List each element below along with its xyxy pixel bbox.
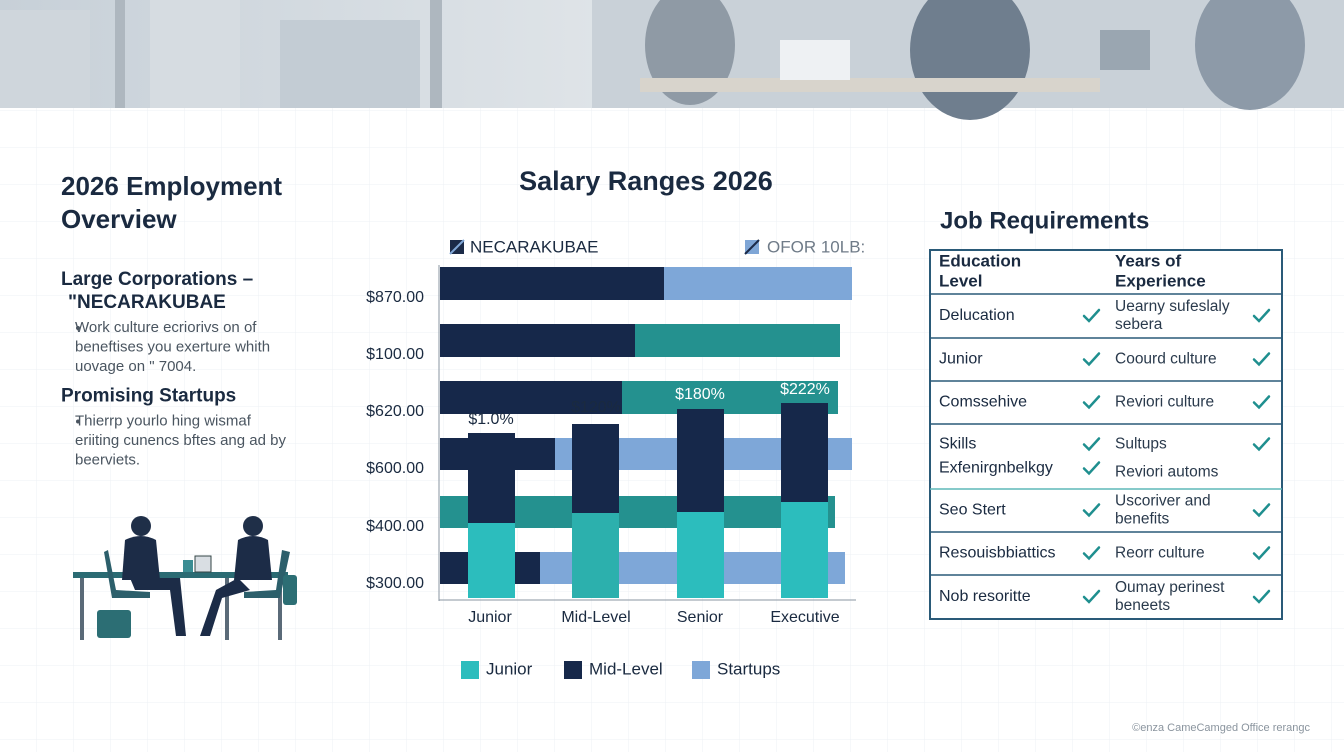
check-icon (1252, 395, 1271, 410)
check-icon (1252, 352, 1271, 367)
illustration (73, 516, 297, 640)
axis-label: $400.00 (366, 518, 424, 535)
axis-label: $100.00 (366, 346, 424, 363)
bullet-text: beneftises you exerture whith (75, 338, 270, 355)
vertical-bars (468, 403, 828, 598)
check-icon (1082, 503, 1101, 518)
bullet-text: Thierrp yourlo hing wismaf (75, 412, 252, 429)
chart-labels: $870.00 $100.00 $620.00 $600.00 $400.00 $300.… (366, 289, 840, 679)
bar-label: $180% (675, 386, 725, 403)
table-cell: Junior (939, 351, 983, 368)
table-cell: Comssehive (939, 394, 1027, 411)
bullet (76, 326, 80, 330)
table-header: Experience (1115, 271, 1206, 290)
bullet-text: uovage on " 7004. (75, 358, 196, 375)
table-cell: Reorr culture (1115, 545, 1205, 562)
table-header: Education (939, 251, 1021, 270)
check-icon (1252, 546, 1271, 561)
legend-swatch (692, 661, 710, 679)
bar-label: $222% (780, 381, 830, 398)
panel-title: Job Requirements (940, 207, 1149, 234)
check-icon (1252, 503, 1271, 518)
table-header: Years of (1115, 251, 1181, 270)
section-heading: Large Corporations – (61, 269, 253, 290)
top-legend-label: NECARAKUBAE (470, 237, 598, 256)
table-cell: Coourd culture (1115, 351, 1217, 368)
salary-chart: Salary Ranges 2026 NECARAKUBAE OFOR 10LB… (366, 166, 865, 679)
check-icon (1252, 589, 1271, 604)
table-cell: Nob resoritte (939, 588, 1031, 605)
table-cell: Delucation (939, 307, 1015, 324)
table-cell: Uscoriver and (1115, 493, 1211, 510)
table-cell: sebera (1115, 316, 1163, 333)
category-label: Executive (770, 609, 839, 626)
axis-label: $600.00 (366, 460, 424, 477)
check-icon (1252, 308, 1271, 323)
legend-label: Junior (486, 659, 533, 678)
overview-title: Overview (61, 204, 177, 234)
table-cell: Exfenirgnbelkgy (939, 460, 1053, 477)
legend-swatch (461, 661, 479, 679)
table-cell: Skills (939, 436, 976, 453)
legend-swatch (564, 661, 582, 679)
axis-label: $300.00 (366, 575, 424, 592)
axis-label: $620.00 (366, 403, 424, 420)
table-cell: Oumay perinest (1115, 579, 1225, 596)
table-cell: Seo Stert (939, 502, 1006, 519)
table-cell: Resouisbbiattics (939, 545, 1056, 562)
check-icon (1252, 437, 1271, 452)
banner-photo (0, 0, 1344, 120)
top-legend-label: OFOR 10LB: (767, 237, 865, 256)
footer: ©enza CameCamged Office rerangc (1132, 722, 1310, 734)
category-label: Junior (468, 609, 512, 626)
check-icon (1082, 308, 1101, 323)
bullet (76, 419, 80, 424)
legend-icon-stroke (449, 239, 465, 255)
bullet-text: beerviets. (75, 451, 140, 468)
legend-icon-stroke (744, 239, 760, 255)
table-cell: Reviori automs (1115, 464, 1219, 481)
overview-title: 2026 Employment (61, 171, 282, 201)
category-label: Senior (677, 609, 724, 626)
check-icon (1082, 546, 1101, 561)
table-cell: Uearny sufeslaly (1115, 298, 1230, 315)
section-heading: Promising Startups (61, 386, 236, 407)
bar-label: $120% (571, 399, 621, 416)
table-cell: benefits (1115, 511, 1170, 528)
table-cell: Sultups (1115, 436, 1167, 453)
bullet-text: eriiting cunencs bftes ang ad by (75, 432, 286, 449)
table-cell: Reviori culture (1115, 394, 1214, 411)
check-icon (1082, 395, 1101, 410)
bar-label: $1.0% (468, 411, 513, 428)
category-label: Mid-Level (561, 609, 630, 626)
section-heading: "NECARAKUBAE (68, 292, 226, 313)
check-icon (1082, 352, 1101, 367)
check-icon (1082, 589, 1101, 604)
legend-label: Startups (717, 659, 780, 678)
table-header: Level (939, 271, 982, 290)
legend-label: Mid-Level (589, 659, 663, 678)
axis-label: $870.00 (366, 289, 424, 306)
check-icon (1082, 437, 1101, 452)
table-cell: beneets (1115, 597, 1170, 614)
table-border (929, 249, 1283, 620)
chart-title: Salary Ranges 2026 (519, 166, 773, 196)
check-icon (1082, 461, 1101, 476)
bullet-text: Work culture ecriorivs on of (75, 319, 257, 336)
